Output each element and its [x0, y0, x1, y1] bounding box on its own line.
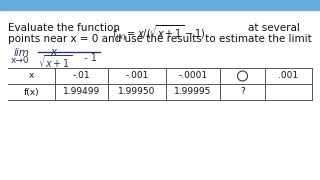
Text: at several: at several — [248, 23, 300, 33]
Bar — [0, 0, 320, 10]
Text: -.001: -.001 — [125, 71, 149, 80]
Text: - 1: - 1 — [78, 53, 97, 63]
Text: .001: .001 — [278, 71, 299, 80]
Text: 1.99995: 1.99995 — [174, 87, 212, 96]
Text: ?: ? — [240, 87, 245, 96]
Text: x: x — [29, 71, 34, 80]
Text: $f_{(x)} = x/(\sqrt{x+1} - 1)$: $f_{(x)} = x/(\sqrt{x+1} - 1)$ — [112, 23, 205, 43]
Text: x→0: x→0 — [11, 56, 30, 65]
Text: 1.99499: 1.99499 — [63, 87, 100, 96]
Text: Evaluate the function: Evaluate the function — [8, 23, 120, 33]
Text: 1.99950: 1.99950 — [118, 87, 156, 96]
Text: -.01: -.01 — [73, 71, 90, 80]
Text: $\sqrt{x+1}$: $\sqrt{x+1}$ — [38, 53, 72, 70]
Text: -.0001: -.0001 — [179, 71, 208, 80]
Text: f(x): f(x) — [24, 87, 39, 96]
Text: points near x = 0 and use the results to estimate the limit: points near x = 0 and use the results to… — [8, 34, 312, 44]
Text: lim: lim — [14, 48, 30, 58]
Text: x: x — [50, 47, 56, 57]
